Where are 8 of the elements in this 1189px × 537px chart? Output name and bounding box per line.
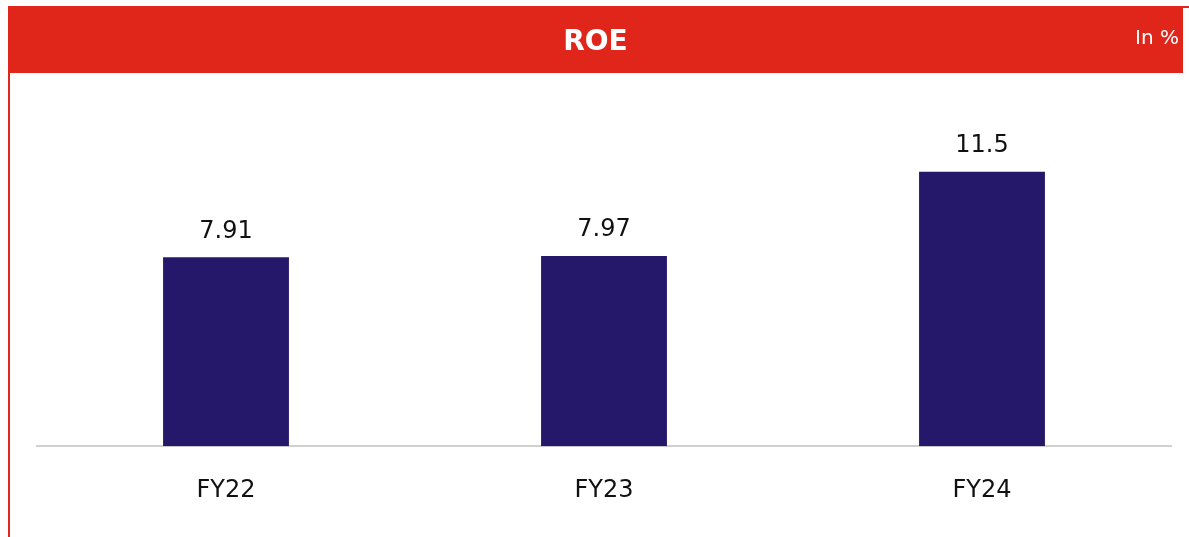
chart-title: ROE — [563, 24, 628, 57]
x-tick-label: FY23 — [574, 474, 634, 503]
data-label: 7.91 — [199, 215, 253, 244]
data-label: 7.97 — [577, 214, 631, 243]
x-tick-label: FY24 — [952, 474, 1012, 503]
chart-subtitle: In % — [1135, 24, 1179, 51]
data-label: 11.5 — [955, 129, 1009, 158]
x-tick-label: FY22 — [196, 474, 256, 503]
